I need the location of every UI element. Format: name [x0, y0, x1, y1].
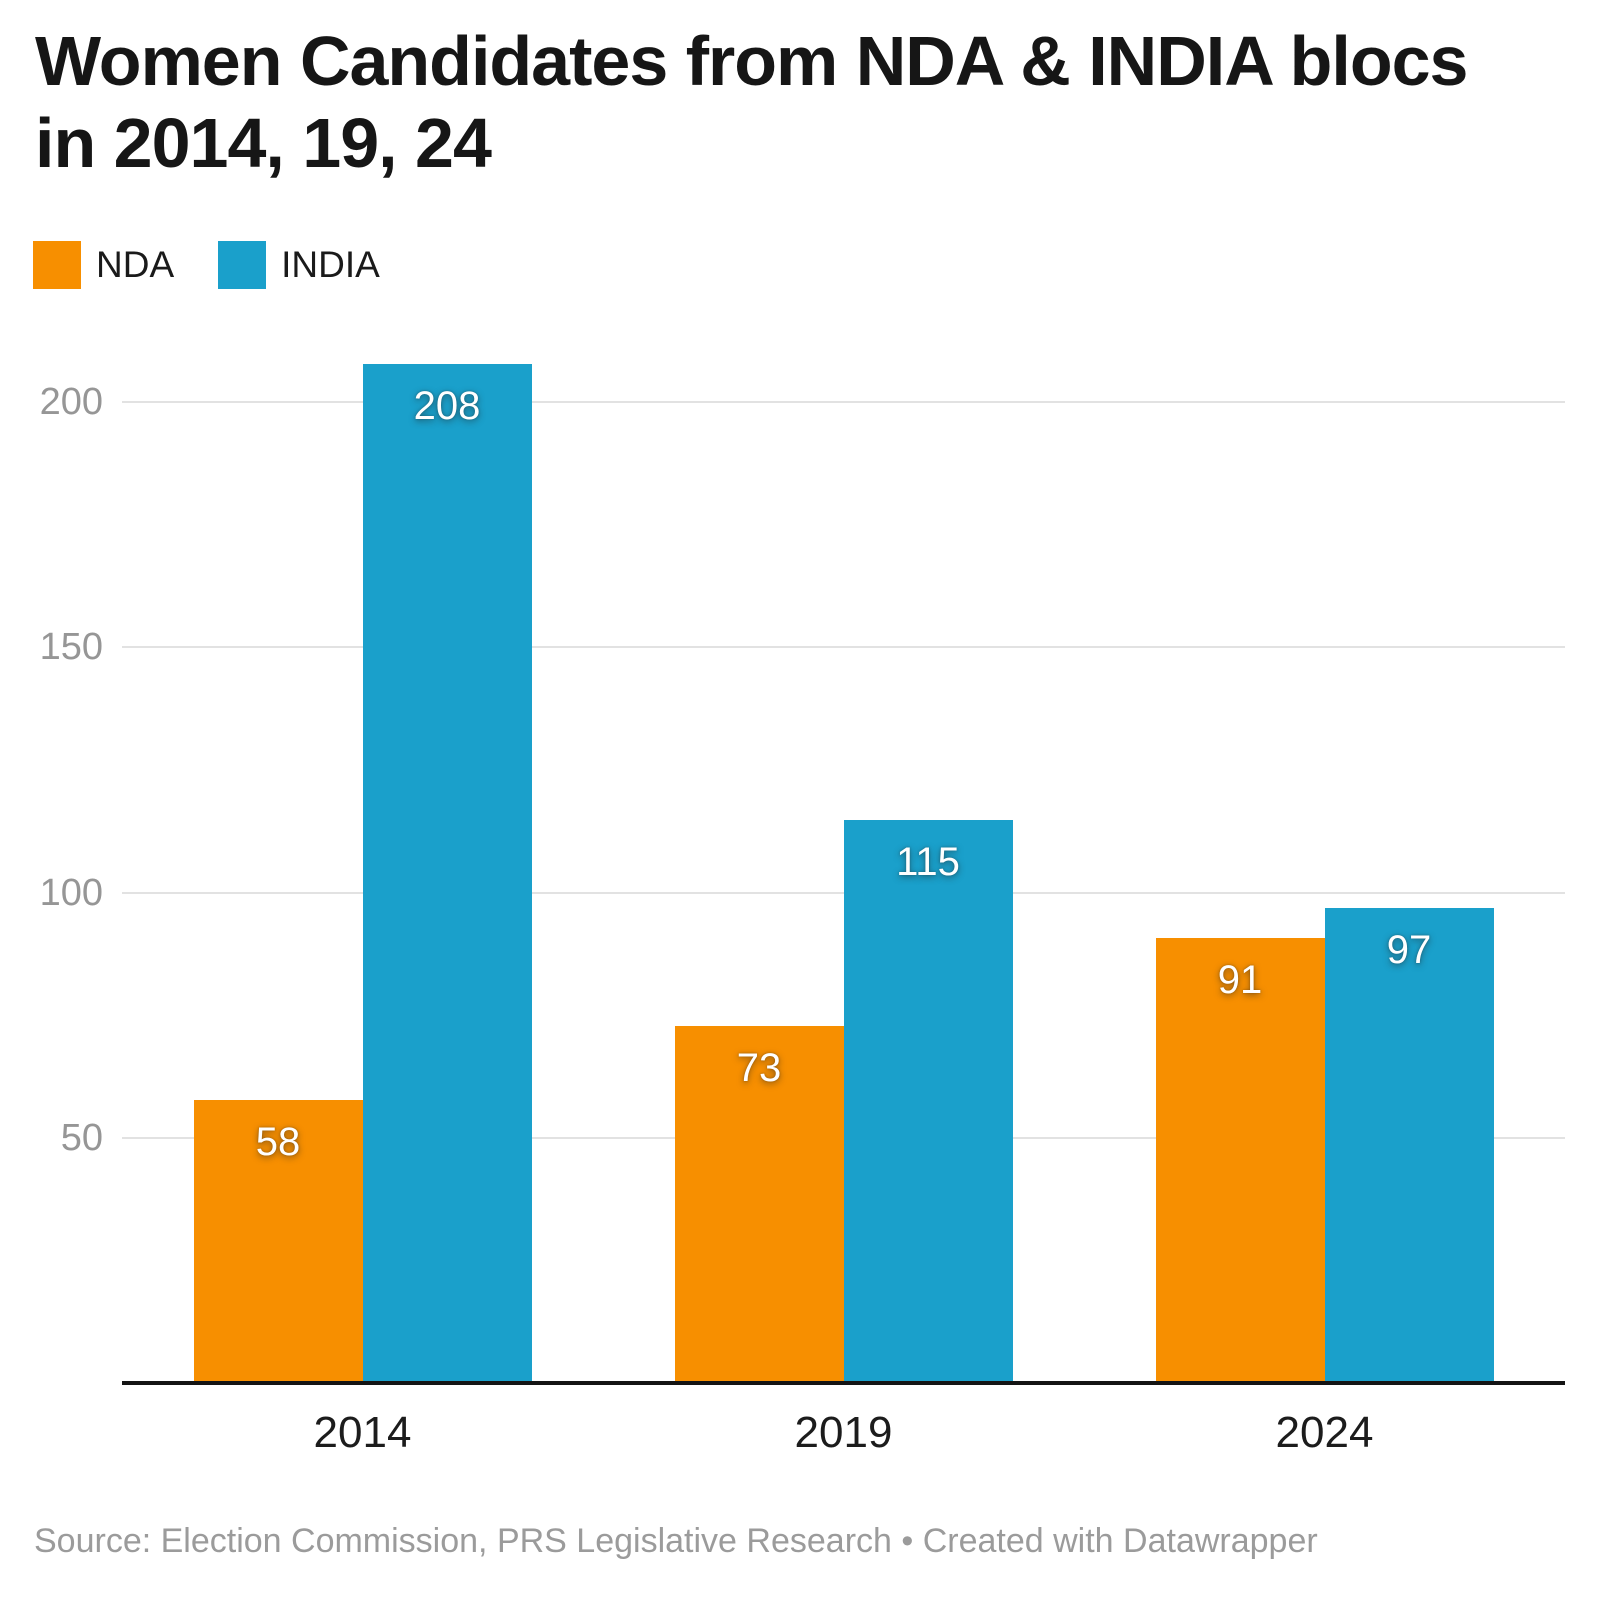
- bar-group-2024: 91 97 2024: [1084, 354, 1565, 1457]
- x-axis-label-2024: 2024: [1275, 1408, 1374, 1457]
- x-axis-line: [122, 1381, 1565, 1385]
- bar-nda-2019: 73: [674, 1025, 844, 1384]
- source-attribution: Source: Election Commission, PRS Legisla…: [34, 1522, 1318, 1560]
- y-axis-tick-50: 50: [60, 1116, 103, 1159]
- legend-swatch-india: [218, 241, 267, 289]
- y-axis-tick-100: 100: [39, 871, 103, 914]
- legend: NDA INDIA: [33, 241, 380, 289]
- bar-value-label-nda-2014: 58: [255, 1119, 301, 1164]
- bar-groups: 58 208 2014 73 115 2019 91 97 2024: [122, 354, 1565, 1457]
- bar-india-2014: 208: [362, 363, 532, 1384]
- legend-swatch-nda: [33, 241, 81, 289]
- gridline-200: [122, 401, 1565, 404]
- bar-value-label-nda-2019: 73: [736, 1045, 782, 1090]
- bar-value-label-india-2019: 115: [896, 839, 960, 884]
- bar-nda-2014: 58: [193, 1099, 363, 1384]
- bar-value-label-nda-2024: 91: [1217, 957, 1263, 1002]
- legend-label-nda: NDA: [96, 244, 175, 285]
- chart-title-line-1: Women Candidates from NDA & INDIA blocs: [35, 22, 1468, 100]
- chart-title: Women Candidates from NDA & INDIA blocs …: [35, 20, 1468, 184]
- bar-india-2019: 115: [843, 819, 1013, 1384]
- bar-nda-2024: 91: [1155, 937, 1325, 1384]
- legend-label-india: INDIA: [281, 244, 380, 285]
- bar-group-2014: 58 208 2014: [122, 354, 603, 1457]
- x-axis-label-2019: 2019: [794, 1408, 893, 1457]
- y-axis-tick-150: 150: [39, 626, 103, 669]
- plot-area: 50 100 150 200 58 208 2014 73 115 2019 91 97 2024: [40, 354, 1565, 1457]
- bar-group-2019: 73 115 2019: [603, 354, 1084, 1457]
- bar-india-2024: 97: [1324, 908, 1494, 1384]
- bar-pair-2019: 73 115: [674, 819, 1013, 1384]
- bar-value-label-india-2024: 97: [1386, 928, 1432, 973]
- legend-item-india: INDIA: [218, 241, 380, 289]
- gridline-150: [122, 646, 1565, 649]
- bar-value-label-india-2014: 208: [413, 383, 481, 428]
- legend-item-nda: NDA: [33, 241, 174, 289]
- y-axis-tick-200: 200: [39, 381, 103, 424]
- bar-pair-2024: 91 97: [1155, 908, 1494, 1384]
- bar-pair-2014: 58 208: [193, 363, 532, 1384]
- chart-title-line-2: in 2014, 19, 24: [35, 104, 492, 182]
- x-axis-label-2014: 2014: [313, 1408, 412, 1457]
